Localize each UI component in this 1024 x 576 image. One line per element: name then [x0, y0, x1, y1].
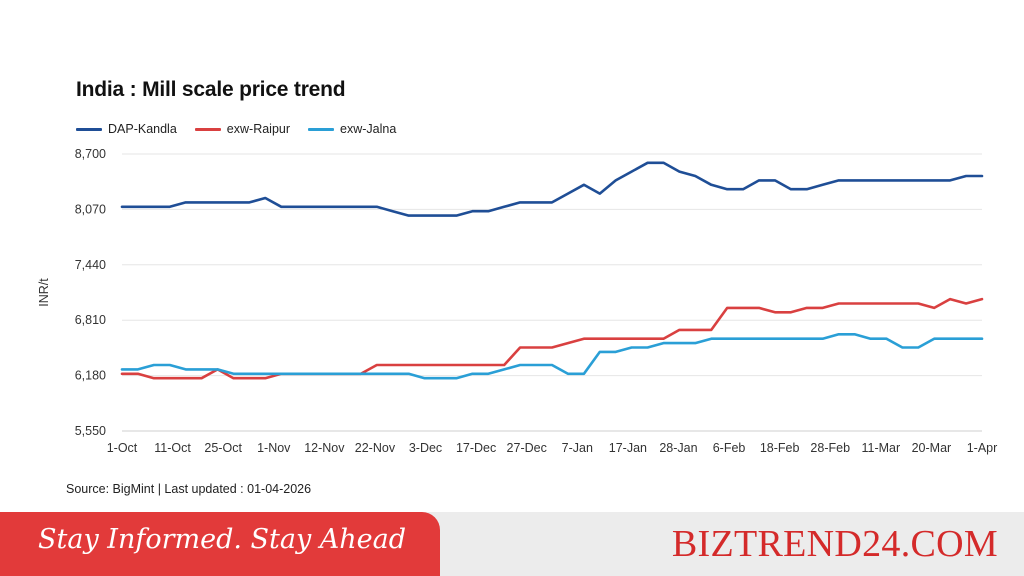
legend-label: exw-Raipur — [226, 122, 291, 136]
x-tick-label: 17-Jan — [609, 441, 647, 455]
x-tick-label: 20-Mar — [912, 441, 952, 455]
x-tick-label: 11-Mar — [861, 441, 900, 455]
source-note: Source: BigMint | Last updated : 01-04-2… — [66, 482, 312, 496]
legend: DAP-Kandla exw-Raipur exw-Jalna — [76, 122, 396, 136]
y-tick-label: 8,700 — [75, 147, 106, 161]
legend-swatch — [308, 127, 335, 131]
chart-title: India : Mill scale price trend — [76, 78, 346, 101]
x-tick-label: 12-Nov — [304, 441, 345, 455]
series-line-exw-jalna — [120, 332, 984, 380]
x-tick-label: 28-Jan — [659, 441, 697, 455]
x-tick-label: 11-Oct — [154, 441, 191, 455]
x-tick-label: 6-Feb — [713, 441, 746, 455]
brand-logo-text: BIZTREND24.COM — [671, 523, 998, 565]
series-line-exw-raipur — [120, 297, 984, 380]
x-tick-label: 27-Dec — [507, 441, 547, 455]
y-axis-label: INR/t — [37, 278, 51, 307]
y-tick-label: 8,070 — [75, 202, 106, 216]
legend-item-exw-raipur: exw-Raipur — [194, 122, 291, 136]
x-tick-label: 25-Oct — [204, 441, 242, 455]
series-line-dap-kandla — [120, 161, 984, 217]
y-tick-label: 7,440 — [75, 258, 106, 272]
line-chart: 5,550 6,180 6,810 7,440 8,070 8,700 INR/t 1-Oct… — [37, 147, 998, 455]
chart-card: India : Mill scale price trend DAP-Kandl… — [37, 78, 998, 496]
x-tick-label: 17-Dec — [456, 441, 496, 455]
legend-swatch — [194, 127, 221, 131]
legend-item-exw-jalna: exw-Jalna — [308, 122, 396, 136]
x-tick-label: 7-Jan — [562, 441, 593, 455]
y-tick-label: 5,550 — [75, 424, 106, 438]
legend-item-dap-kandla: DAP-Kandla — [76, 122, 177, 136]
x-tick-label: 3-Dec — [409, 441, 442, 455]
legend-label: exw-Jalna — [340, 122, 397, 136]
y-tick-label: 6,180 — [75, 369, 106, 383]
x-tick-label: 28-Feb — [810, 441, 850, 455]
x-tick-label: 22-Nov — [355, 441, 396, 455]
legend-swatch — [76, 127, 102, 131]
x-tick-label: 1-Oct — [107, 441, 138, 455]
x-tick-label: 1-Nov — [257, 441, 291, 455]
tagline-text: Stay Informed. Stay Ahead — [38, 524, 407, 555]
x-tick-label: 18-Feb — [760, 441, 800, 455]
x-tick-label: 1-Apr — [967, 441, 998, 455]
tagline-panel: Stay Informed. Stay Ahead — [0, 512, 440, 576]
y-tick-label: 6,810 — [75, 313, 106, 327]
footer-banner: Stay Informed. Stay Ahead BIZTREND24.COM — [0, 512, 1024, 576]
legend-label: DAP-Kandla — [108, 122, 177, 136]
